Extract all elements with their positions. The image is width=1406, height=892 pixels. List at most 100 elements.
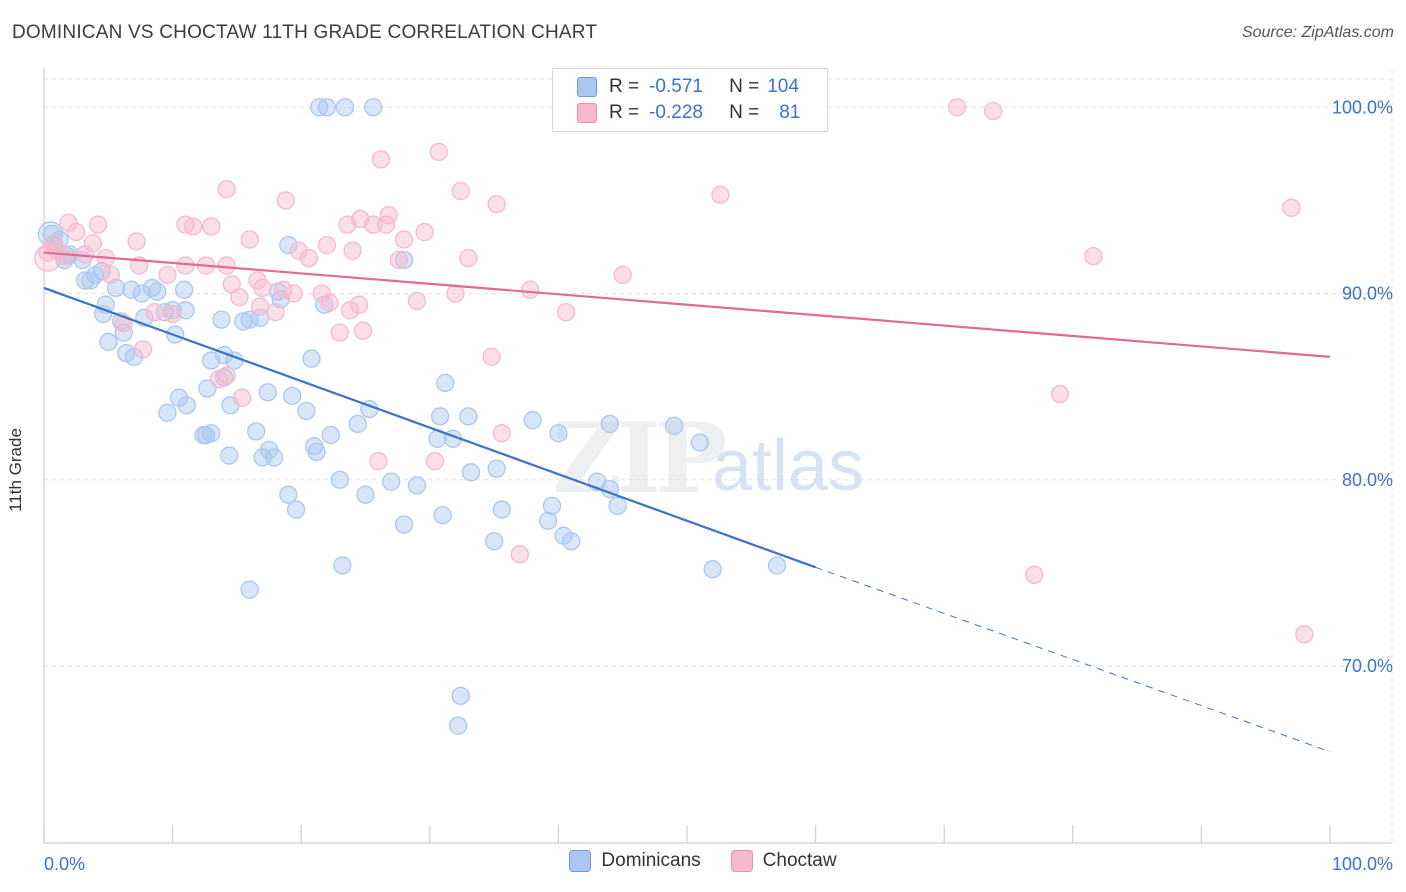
dominicans-point: [122, 280, 141, 299]
dominicans-point: [212, 310, 231, 329]
dominicans-point: [307, 442, 326, 461]
series-swatch-dominicans: [569, 850, 592, 872]
dominicans-point: [321, 425, 340, 445]
dominicans-point: [333, 556, 352, 575]
dominicans-point: [608, 496, 627, 516]
tick-labels: 100.0% 90.0% 80.0% 70.0% 0.0% 100.0%: [44, 97, 1393, 874]
series-name-choctaw: Choctaw: [762, 850, 837, 871]
dominicans-point: [487, 459, 506, 478]
choctaw-point: [330, 323, 349, 342]
choctaw-point: [343, 241, 362, 260]
choctaw-point: [415, 222, 434, 242]
choctaw-point-large: [34, 244, 62, 272]
choctaw-point: [1084, 247, 1103, 266]
choctaw-point: [289, 241, 308, 260]
dominicans-point: [459, 407, 478, 426]
dominicans-point: [302, 349, 321, 368]
choctaw-point: [217, 256, 236, 275]
legend-swatch-dominicans: [577, 77, 597, 97]
dominicans-point: [382, 472, 401, 491]
dominicans-point: [542, 496, 562, 516]
choctaw-point: [320, 293, 339, 312]
dominicans-point: [664, 416, 684, 435]
y-tick-label: 100.0%: [1332, 97, 1393, 117]
legend-n-value: 104: [767, 76, 799, 97]
dominicans-point: [436, 373, 455, 393]
dominicans-point: [461, 463, 481, 482]
dominicans-point: [132, 284, 151, 303]
series-legend-dominicans[interactable]: Dominicans: [569, 850, 701, 872]
series-choctaw-points: [34, 98, 1314, 644]
axes: [43, 68, 1392, 844]
choctaw-point: [274, 280, 293, 299]
dominicans-point: [549, 424, 568, 443]
dominicans-point: [258, 383, 277, 402]
dominicans-point: [600, 414, 619, 434]
choctaw-point: [284, 284, 303, 303]
x-tick-label: 100.0%: [1332, 854, 1393, 874]
dominicans-point: [196, 425, 216, 445]
dominicans-point: [492, 500, 511, 519]
choctaw-point: [184, 217, 203, 236]
series-dominicans-points: [37, 98, 787, 735]
choctaw-point: [232, 388, 252, 407]
trend-line-choctaw: [43, 251, 1331, 358]
choctaw-point: [451, 181, 470, 201]
choctaw-point: [59, 213, 78, 232]
dominicans-point: [177, 396, 196, 415]
series-legend: Dominicans Choctaw: [0, 850, 1406, 872]
watermark: ZIP atlas: [552, 402, 864, 515]
legend-row-choctaw: R = -0.228 N = 81: [577, 100, 800, 126]
series-legend-choctaw[interactable]: Choctaw: [730, 850, 837, 872]
dominicans-point: [283, 386, 302, 406]
choctaw-point: [340, 301, 360, 320]
choctaw-point: [425, 452, 445, 471]
choctaw-point: [250, 297, 270, 316]
legend-r-value: -0.228: [649, 102, 703, 123]
dominicans-point: [364, 98, 383, 117]
choctaw-point: [67, 222, 86, 242]
dominicans-point: [247, 422, 266, 441]
dominicans-point: [317, 98, 337, 117]
legend-n-value: 81: [779, 102, 801, 123]
dominicans-point: [114, 323, 133, 342]
dominicans-point: [169, 388, 189, 407]
dominicans-point: [767, 556, 787, 575]
choctaw-point: [492, 424, 511, 443]
watermark-zip: ZIP: [552, 402, 725, 515]
chart-title: DOMINICAN VS CHOCTAW 11TH GRADE CORRELAT…: [12, 22, 598, 43]
choctaw-point: [217, 180, 236, 199]
choctaw-point: [202, 217, 221, 236]
choctaw-point: [394, 230, 414, 249]
dominicans-point: [330, 470, 349, 489]
dominicans-point: [279, 235, 298, 255]
dominicans-point: [394, 515, 414, 534]
trend-line-dominicans: [43, 286, 816, 569]
trend-line-dominicans-extension: [815, 566, 1331, 753]
choctaw-point: [389, 250, 409, 270]
dominicans-point: [451, 686, 470, 706]
choctaw-point: [88, 215, 108, 234]
legend-r-label: R =: [609, 76, 640, 97]
chart-source: Source: ZipAtlas.com: [1241, 24, 1394, 41]
dominicans-point: [81, 271, 100, 290]
choctaw-point: [127, 232, 146, 251]
choctaw-point: [510, 545, 529, 564]
dominicans-point: [448, 716, 468, 735]
choctaw-point: [163, 304, 182, 324]
dominicans-point: [240, 580, 259, 599]
legend-n-label: N =: [729, 76, 760, 97]
y-tick-label: 90.0%: [1342, 284, 1393, 304]
choctaw-point: [133, 340, 153, 359]
choctaw-point: [446, 284, 465, 303]
choctaw-point: [459, 248, 478, 268]
choctaw-point: [217, 366, 236, 385]
dominicans-point: [484, 532, 504, 551]
dominicans-point: [430, 407, 450, 426]
choctaw-point: [520, 280, 540, 299]
trend-lines: [43, 251, 1331, 753]
watermark-atlas: atlas: [712, 426, 864, 506]
x-tick-label: 0.0%: [44, 854, 85, 874]
dominicans-point: [310, 98, 329, 117]
